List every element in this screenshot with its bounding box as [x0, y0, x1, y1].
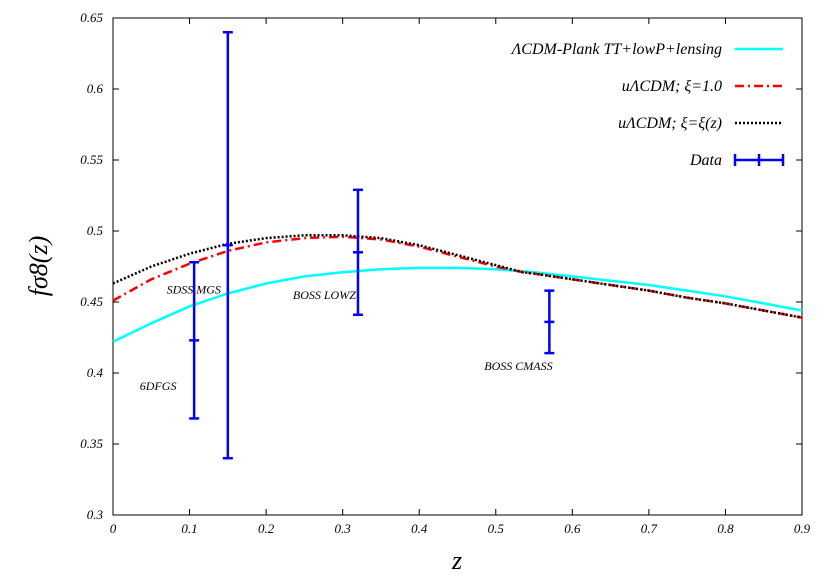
series-line-3 — [112, 234, 803, 319]
data-point-4 — [544, 289, 555, 355]
legend-entry-4: Data — [689, 152, 785, 169]
y-tick-label: 0.4 — [87, 365, 104, 380]
data-points — [189, 30, 555, 460]
x-tick-label: 0.4 — [411, 521, 428, 536]
x-tick-label: 0.1 — [181, 521, 197, 536]
x-tick-label: 0.8 — [717, 521, 734, 536]
y-tick-label: 0.65 — [80, 10, 103, 25]
y-tick-label: 0.55 — [80, 152, 103, 167]
legend-entry-1: ΛCDM-Plank TT+lowP+lensing — [510, 41, 783, 58]
x-tick-label: 0.6 — [564, 521, 581, 536]
legend-entry-2: uΛCDM; ξ=1.0 — [622, 78, 783, 95]
data-point-2 — [222, 30, 233, 460]
annotation-label: 6DFGS — [140, 379, 177, 393]
y-tick-label: 0.6 — [87, 81, 104, 96]
y-tick-label: 0.45 — [80, 294, 103, 309]
legend-label: uΛCDM; ξ=1.0 — [622, 78, 722, 95]
annotations: 6DFGS SDSS MGS BOSS LOWZ BOSS CMASS — [140, 282, 553, 393]
x-tick-label: 0.5 — [488, 521, 505, 536]
x-tick-label: 0.9 — [794, 521, 811, 536]
y-tick-label: 0.3 — [87, 507, 104, 522]
x-tick-label: 0.3 — [335, 521, 352, 536]
annotation-label: BOSS LOWZ — [293, 288, 356, 302]
legend-entry-3: uΛCDM; ξ=ξ(z) — [618, 115, 783, 132]
y-tick-label: 0.35 — [80, 436, 103, 451]
x-tick-label: 0.7 — [641, 521, 658, 536]
plot-frame — [112, 17, 803, 516]
series-line-2 — [112, 235, 803, 319]
legend-label: Data — [689, 152, 722, 169]
x-tick-label: 0.2 — [258, 521, 275, 536]
legend-label: ΛCDM-Plank TT+lowP+lensing — [510, 41, 722, 58]
legend-label: uΛCDM; ξ=ξ(z) — [618, 115, 722, 132]
y-axis-title: fσ8(z) — [24, 236, 53, 296]
series-line-1 — [112, 266, 803, 343]
x-axis-title: z — [451, 546, 462, 575]
legend: ΛCDM-Plank TT+lowP+lensing uΛCDM; ξ=1.0 uΛ… — [510, 41, 785, 169]
data-point-1 — [189, 260, 200, 420]
y-axis: 0.3 0.35 0.4 0.45 0.5 0.55 0.6 0.65 — [80, 10, 802, 522]
annotation-label: BOSS CMASS — [484, 359, 552, 373]
x-tick-label: 0 — [110, 521, 117, 536]
x-axis: 0 0.1 0.2 0.3 0.4 0.5 0.6 0.7 0.8 0.9 — [110, 18, 811, 536]
data-point-3 — [352, 188, 363, 317]
y-tick-label: 0.5 — [87, 223, 104, 238]
annotation-label: SDSS MGS — [167, 282, 221, 296]
